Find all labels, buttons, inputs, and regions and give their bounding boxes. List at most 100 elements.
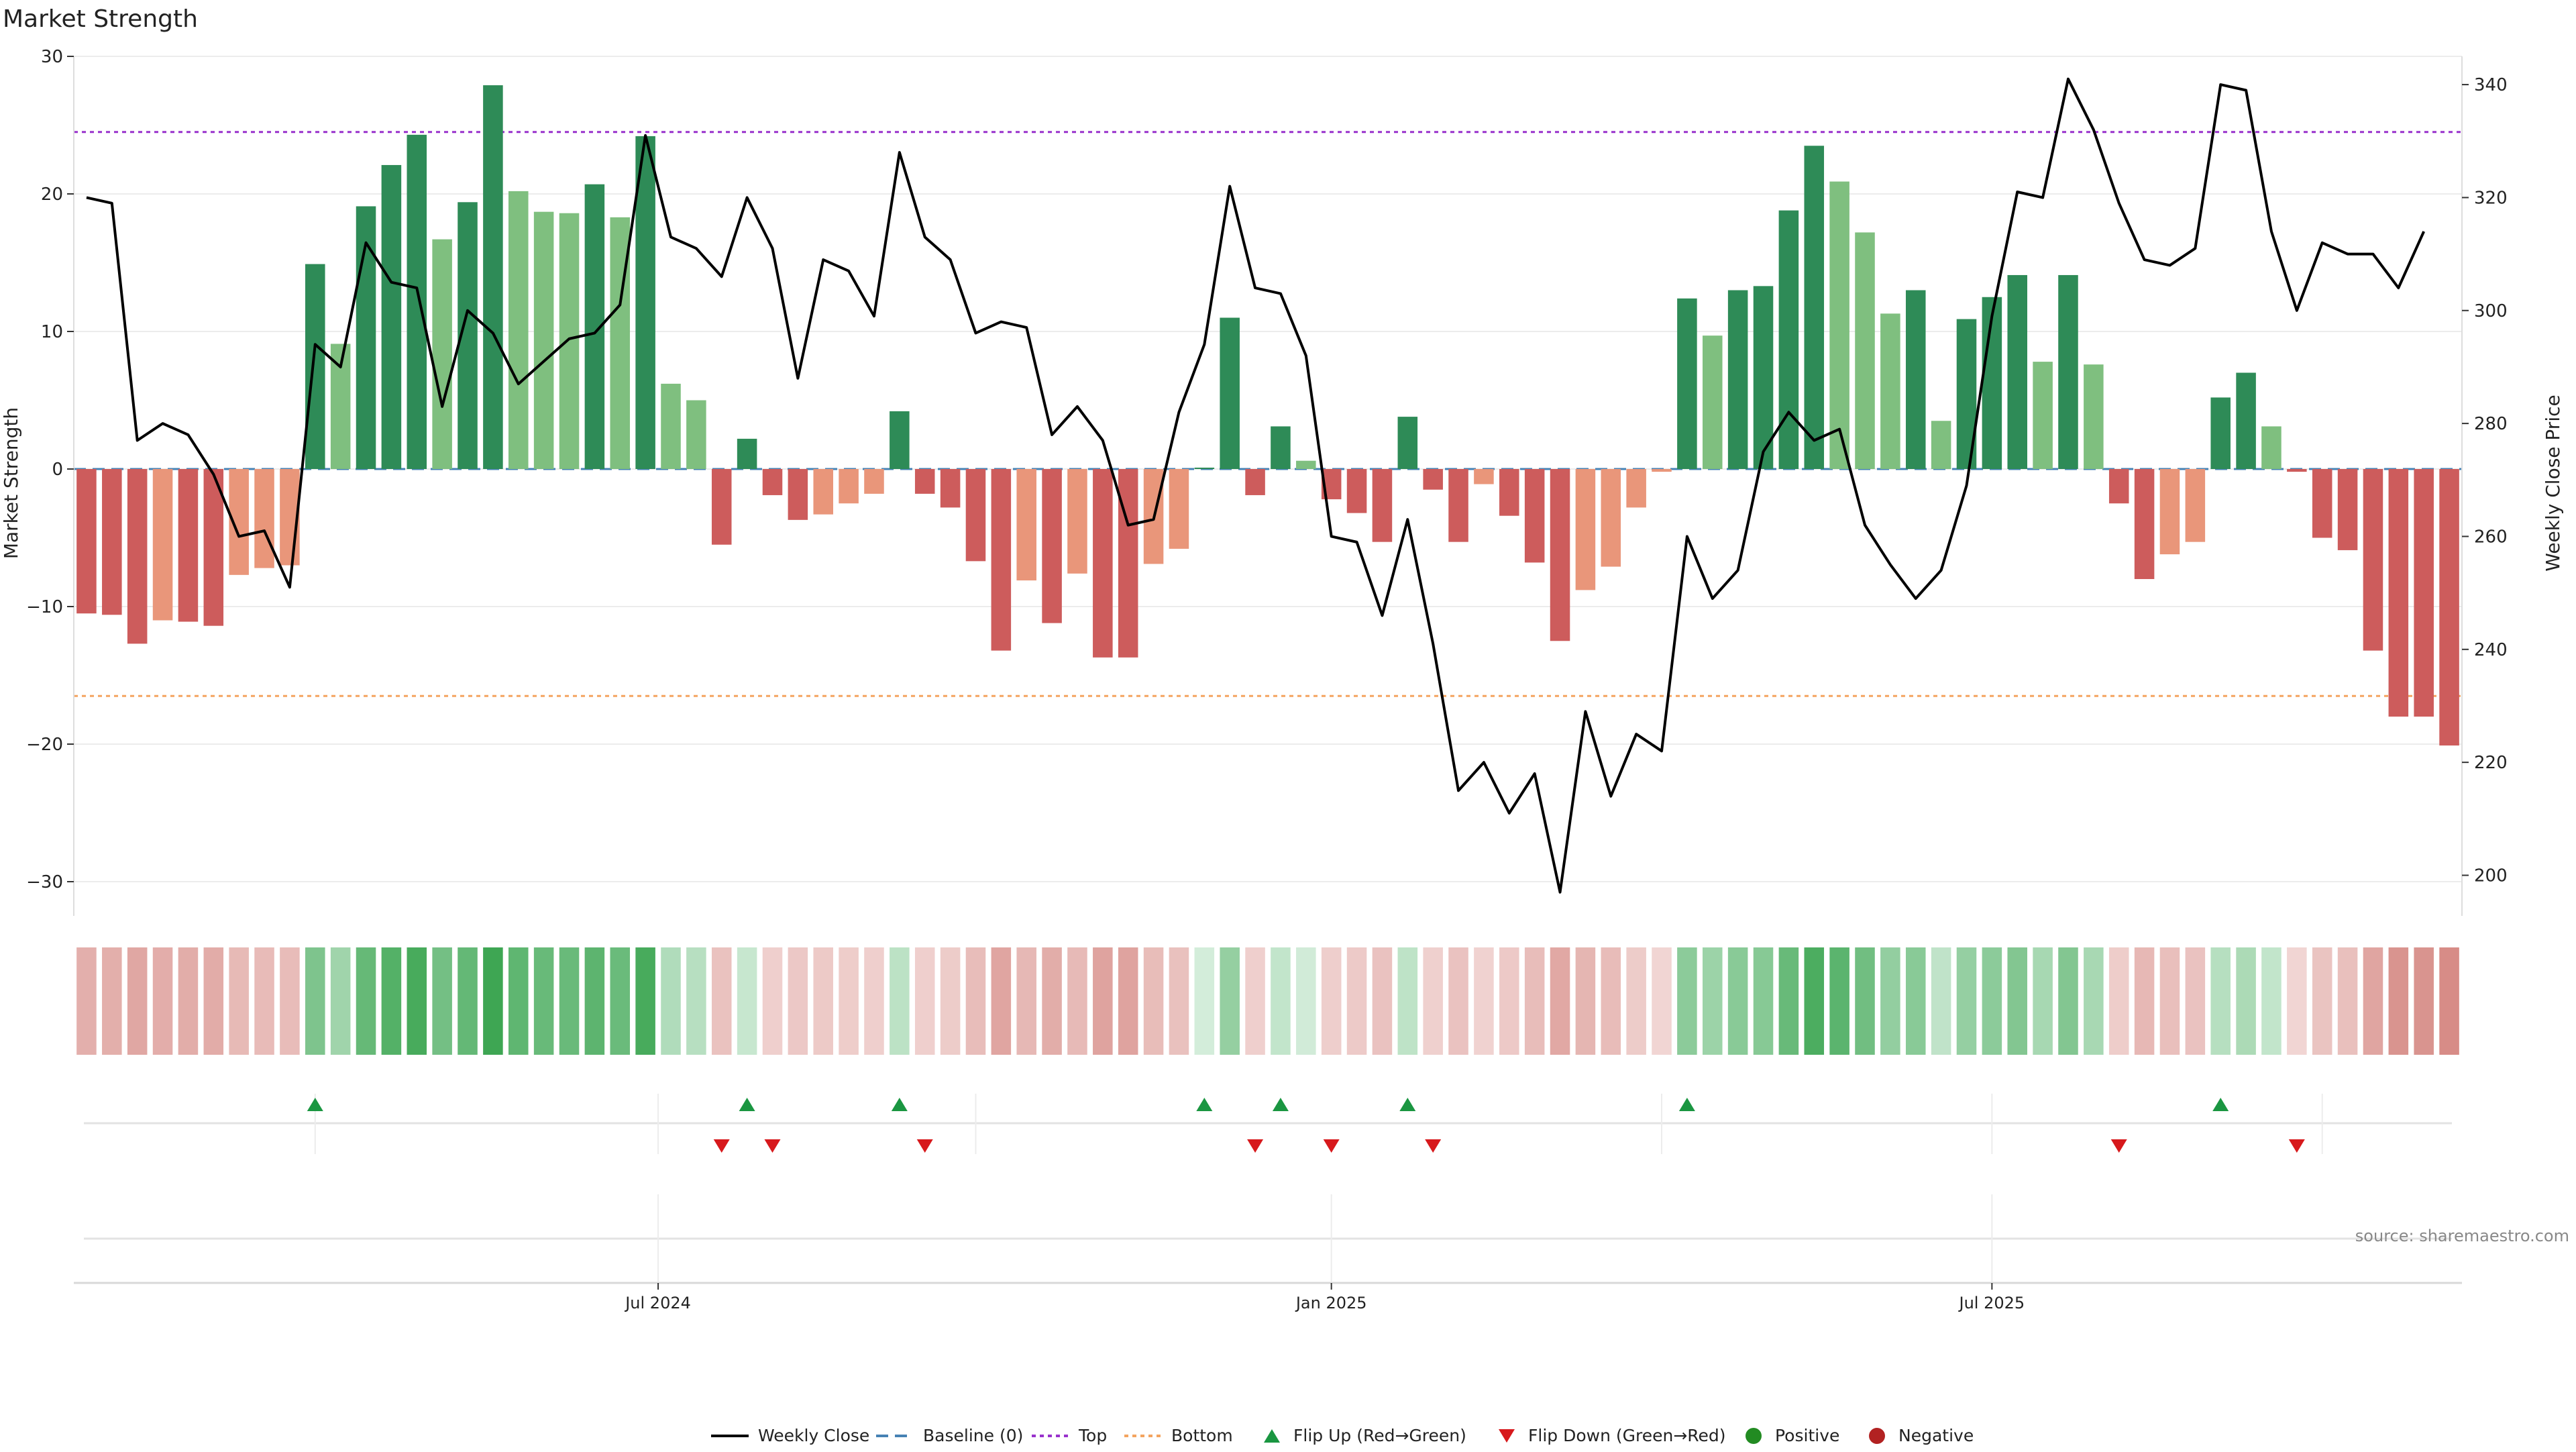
strength-bar (432, 239, 452, 469)
flip-up-marker (1272, 1098, 1289, 1111)
heat-cell (2084, 947, 2104, 1055)
heat-cell (991, 947, 1012, 1055)
heat-cell (356, 947, 376, 1055)
legend-swatch-flip_down (1499, 1429, 1515, 1443)
heat-cell (280, 947, 300, 1055)
heat-cell (1093, 947, 1113, 1055)
heat-cell (914, 947, 935, 1055)
heat-cell (1245, 947, 1265, 1055)
heat-cell (1499, 947, 1519, 1055)
legend-swatch-negative (1869, 1428, 1885, 1444)
heat-cell (508, 947, 529, 1055)
flip-down-marker (2110, 1139, 2127, 1153)
tick-label-left: −10 (26, 597, 63, 617)
strength-bar (1423, 469, 1443, 490)
heat-cell (1982, 947, 2002, 1055)
strength-bar (686, 400, 706, 469)
legend-swatch-flip_up (1264, 1429, 1280, 1443)
strength-bar (1727, 290, 1748, 469)
legend-label-top: Top (1078, 1426, 1107, 1445)
strength-bar (152, 469, 173, 621)
heat-cell (1753, 947, 1774, 1055)
strength-bar (1499, 469, 1519, 516)
strength-bar (1652, 469, 1672, 472)
heat-cell (483, 947, 503, 1055)
legend-label-baseline: Baseline (0) (923, 1426, 1023, 1445)
strength-bar (1118, 469, 1138, 658)
tick-label-right: 320 (2474, 188, 2508, 208)
heat-cell (254, 947, 274, 1055)
flip-down-marker (1247, 1139, 1264, 1153)
strength-bar (991, 469, 1012, 651)
heat-cell (940, 947, 961, 1055)
strength-bar (1753, 286, 1774, 469)
strength-bar (1524, 469, 1545, 563)
heat-cell (330, 947, 351, 1055)
strength-bar (2134, 469, 2155, 579)
strength-bar (2007, 274, 2028, 469)
heat-cell (788, 947, 808, 1055)
heat-cell (458, 947, 478, 1055)
strength-bar (914, 469, 935, 494)
heat-cell (381, 947, 402, 1055)
heat-cell (1956, 947, 1977, 1055)
heat-cell (2058, 947, 2078, 1055)
tick-label-left: 30 (41, 47, 63, 67)
legend-label-flip_down: Flip Down (Green→Red) (1528, 1426, 1726, 1445)
tick-label-right: 340 (2474, 75, 2508, 95)
strength-bar (1016, 469, 1036, 581)
strength-bar (788, 469, 808, 520)
strength-bar (1550, 469, 1570, 641)
tick-label-right: 280 (2474, 414, 2508, 434)
heat-cell (178, 947, 199, 1055)
strength-bar (839, 469, 859, 504)
strength-bar (2236, 372, 2256, 469)
heat-cell (1880, 947, 1900, 1055)
flip-up-marker (2212, 1098, 2229, 1111)
strength-bar (1346, 469, 1367, 513)
strength-bar (661, 383, 681, 469)
heat-cell (711, 947, 732, 1055)
strength-bar (1397, 417, 1418, 469)
tick-label-left: 10 (41, 322, 63, 342)
heat-cell (2134, 947, 2155, 1055)
heat-cell (1727, 947, 1748, 1055)
y-axis-label-left: Market Strength (0, 407, 22, 559)
heat-cell (661, 947, 681, 1055)
heat-cell (1575, 947, 1596, 1055)
heat-cell (1346, 947, 1367, 1055)
heat-cell (2033, 947, 2053, 1055)
strength-bar (890, 411, 910, 469)
strength-bar (2439, 469, 2459, 746)
heat-cell (1118, 947, 1138, 1055)
heat-cell (1397, 947, 1418, 1055)
heat-cell (1042, 947, 1062, 1055)
legend-label-positive: Positive (1775, 1426, 1839, 1445)
heat-cell (2007, 947, 2028, 1055)
strength-bar (737, 438, 757, 469)
heat-cell (1296, 947, 1316, 1055)
x-axis-ticks: Jul 2024 Jan 2025 Jul 2025 (624, 1194, 2025, 1312)
heat-cell (2236, 947, 2256, 1055)
axes (73, 56, 2463, 916)
legend-label-weekly_close: Weekly Close (758, 1426, 869, 1445)
legend-label-flip_up: Flip Up (Red→Green) (1293, 1426, 1466, 1445)
strength-bar (2159, 469, 2180, 555)
heat-cell (1855, 947, 1875, 1055)
heat-cell (813, 947, 834, 1055)
flip-up-marker (1399, 1098, 1416, 1111)
flip-down-marker (916, 1139, 933, 1153)
bottom-panel (74, 1237, 2462, 1284)
y-axis-label-right: Weekly Close Price (2542, 395, 2564, 571)
strength-bar (508, 191, 529, 469)
heat-cell (1016, 947, 1036, 1055)
heat-cell (1804, 947, 1825, 1055)
strength-bar (1982, 297, 2002, 469)
heat-cell (1169, 947, 1189, 1055)
heat-cell (2159, 947, 2180, 1055)
strength-bar (127, 469, 148, 644)
heat-cell (1601, 947, 1621, 1055)
heat-cell (2287, 947, 2307, 1055)
heat-cell (1220, 947, 1240, 1055)
